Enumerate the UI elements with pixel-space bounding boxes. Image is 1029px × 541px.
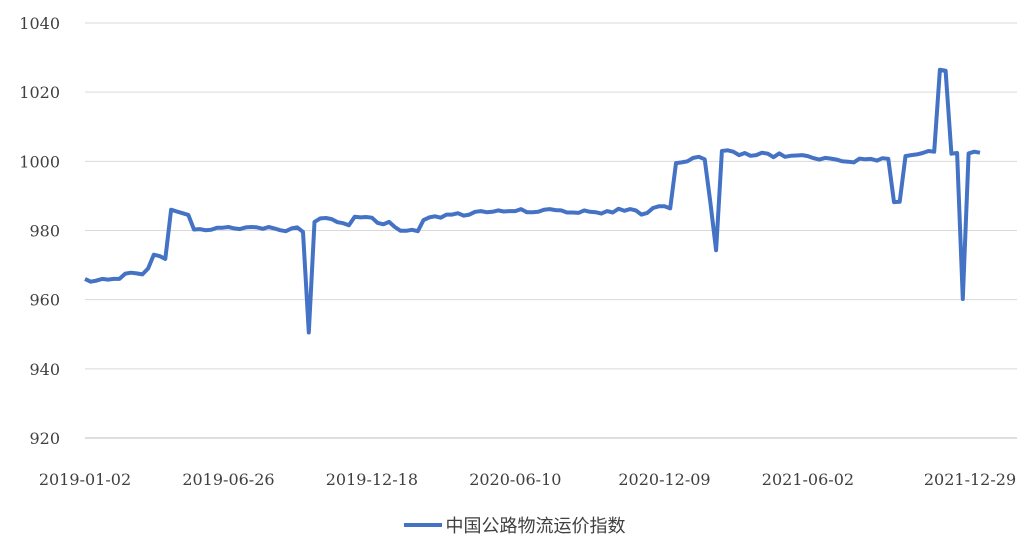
legend-label: 中国公路物流运价指数 <box>445 516 626 537</box>
x-tick-label: 2021-06-02 <box>762 470 854 489</box>
legend-swatch <box>403 523 442 527</box>
y-tick-label: 1000 <box>19 152 60 171</box>
x-tick-label: 2019-12-18 <box>326 470 418 489</box>
x-tick-label: 2019-06-26 <box>182 470 274 489</box>
x-tick-label: 2019-01-02 <box>39 470 131 489</box>
y-tick-label: 920 <box>29 429 60 448</box>
y-tick-label: 980 <box>29 222 60 241</box>
x-tick-label: 2021-12-29 <box>924 470 1016 489</box>
y-tick-label: 960 <box>29 291 60 310</box>
y-tick-label: 1020 <box>19 83 60 102</box>
series-line <box>84 67 981 335</box>
legend: 中国公路物流运价指数 <box>0 512 1029 538</box>
y-tick-label: 940 <box>29 360 60 379</box>
y-axis: 920 940 960 980 1000 1020 1040 <box>19 14 60 448</box>
x-axis: 2019-01-02 2019-06-26 2019-12-18 2020-06-10… <box>39 470 1016 489</box>
x-tick-label: 2020-06-10 <box>469 470 561 489</box>
series-layer <box>84 67 981 335</box>
y-tick-label: 1040 <box>19 14 60 33</box>
gridlines <box>85 22 1017 370</box>
x-tick-label: 2020-12-09 <box>618 470 710 489</box>
